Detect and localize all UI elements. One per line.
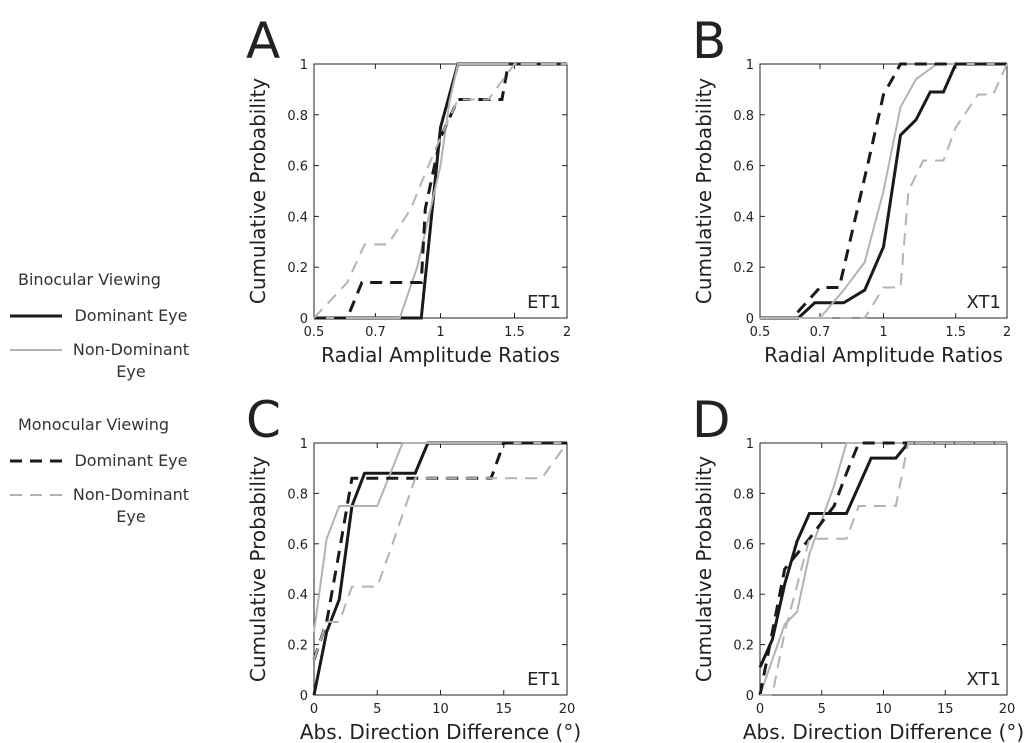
cdf-line — [760, 62, 1007, 320]
cdf-line — [760, 62, 1007, 320]
legend-label: Dominant Eye — [74, 306, 188, 325]
cdf-line — [314, 63, 567, 319]
cdf-line — [313, 63, 567, 319]
y-tick-label: 0.4 — [287, 588, 308, 603]
x-tick-label: 2 — [1003, 325, 1011, 340]
legend-label: Non-Dominant Eye — [72, 340, 190, 381]
cdf-line — [313, 442, 567, 633]
y-tick-label: 0.2 — [287, 261, 308, 276]
y-tick-label: 0.6 — [733, 160, 754, 175]
panel-label: A — [246, 12, 280, 70]
x-tick-label: 0.7 — [810, 325, 831, 340]
legend-label: Non-Dominant Eye — [72, 485, 190, 526]
x-tick-label: 1.5 — [945, 325, 966, 340]
y-tick-label: 0.4 — [287, 210, 308, 225]
x-tick-label: 5 — [373, 702, 381, 717]
y-axis-label: Cumulative Probability — [246, 78, 270, 304]
y-tick-label: 0 — [746, 312, 754, 327]
x-axis-label: Abs. Direction Difference (°) — [743, 720, 1024, 743]
x-tick-label: 10 — [432, 702, 449, 717]
panel-label: B — [692, 12, 726, 70]
x-tick-label: 20 — [559, 702, 576, 717]
x-tick-label: 5 — [818, 702, 826, 717]
x-tick-label: 0 — [310, 702, 318, 717]
panel-label: D — [692, 391, 731, 449]
y-axis-label: Cumulative Probability — [246, 456, 270, 682]
x-axis-label: Radial Amplitude Ratios — [764, 343, 1003, 367]
legend-group-title: Monocular Viewing — [18, 415, 170, 434]
y-tick-label: 0.8 — [287, 109, 308, 124]
plot-frame — [313, 63, 568, 319]
x-axis-label: Radial Amplitude Ratios — [321, 343, 560, 367]
annotation: XT1 — [967, 669, 1001, 690]
cdf-line — [312, 441, 567, 661]
x-tick-label: 1.5 — [504, 325, 525, 340]
y-tick-label: 0.8 — [733, 109, 754, 124]
x-tick-label: 1 — [436, 325, 444, 340]
y-tick-label: 0 — [746, 689, 754, 704]
x-tick-label: 0 — [756, 702, 764, 717]
y-axis-label: Cumulative Probability — [692, 456, 716, 682]
x-tick-label: 1 — [879, 325, 887, 340]
cdf-line — [312, 441, 567, 696]
x-tick-label: 0.5 — [304, 325, 325, 340]
annotation: ET1 — [527, 292, 561, 313]
legend-group-title: Binocular Viewing — [18, 270, 161, 289]
cdf-line — [314, 62, 567, 320]
cdf-line — [313, 442, 568, 661]
y-tick-label: 0.2 — [733, 261, 754, 276]
x-tick-label: 20 — [999, 702, 1016, 717]
cdf-line — [760, 63, 1008, 319]
y-tick-label: 0.6 — [287, 160, 308, 175]
x-tick-label: 0.5 — [750, 325, 771, 340]
y-tick-label: 1 — [300, 437, 308, 452]
x-tick-label: 2 — [563, 325, 571, 340]
cdf-line — [760, 442, 1007, 696]
cdf-line — [314, 62, 567, 320]
y-tick-label: 1 — [746, 58, 754, 73]
y-tick-label: 0 — [300, 689, 308, 704]
y-tick-label: 0.6 — [287, 538, 308, 553]
x-tick-label: 15 — [937, 702, 954, 717]
legend-label: Dominant Eye — [74, 451, 188, 470]
plot-frame — [759, 442, 1008, 696]
x-tick-label: 0.7 — [365, 325, 386, 340]
y-tick-label: 1 — [746, 437, 754, 452]
y-tick-label: 0.2 — [287, 639, 308, 654]
y-tick-label: 0.6 — [733, 538, 754, 553]
cdf-line — [758, 441, 1007, 668]
y-axis-label: Cumulative Probability — [692, 78, 716, 304]
annotation: ET1 — [527, 669, 561, 690]
annotation: XT1 — [967, 292, 1001, 313]
cdf-line — [759, 442, 1007, 696]
x-axis-label: Abs. Direction Difference (°) — [300, 720, 581, 743]
y-tick-label: 0 — [300, 312, 308, 327]
cdf-line — [758, 441, 1007, 696]
y-tick-label: 1 — [300, 58, 308, 73]
y-tick-label: 0.2 — [733, 639, 754, 654]
y-tick-label: 0.4 — [733, 588, 754, 603]
x-tick-label: 15 — [495, 702, 512, 717]
y-tick-label: 0.4 — [733, 210, 754, 225]
x-tick-label: 10 — [875, 702, 892, 717]
cdf-line — [760, 63, 1007, 319]
panel-label: C — [246, 391, 281, 449]
y-tick-label: 0.8 — [733, 487, 754, 502]
y-tick-label: 0.8 — [287, 487, 308, 502]
